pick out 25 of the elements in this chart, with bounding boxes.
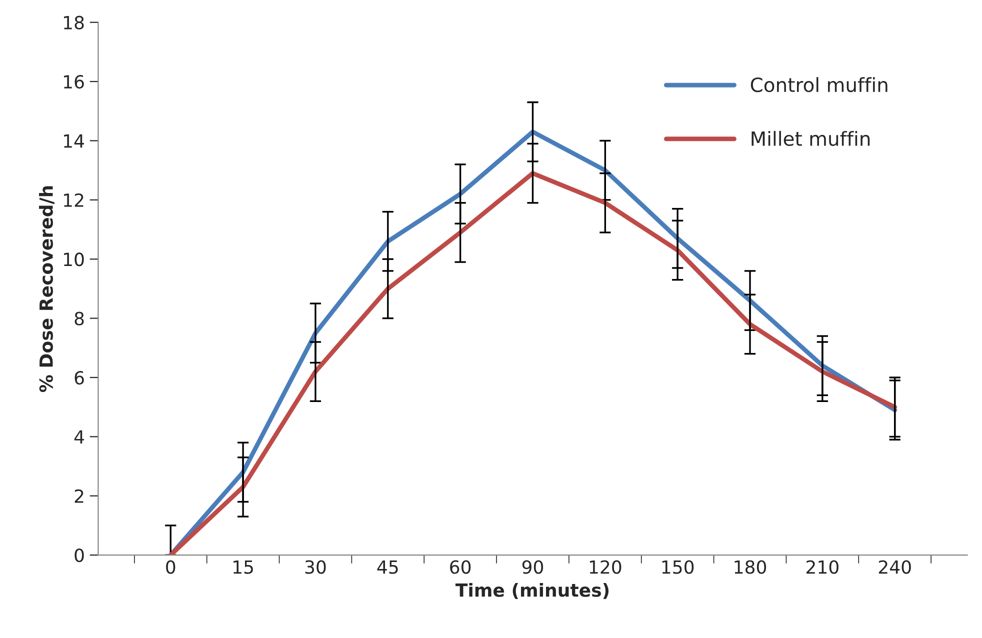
y-tick-label: 4 — [74, 430, 84, 444]
x-tick-label: 0 — [166, 560, 176, 574]
x-tick-label: 150 — [662, 560, 694, 574]
y-tick-label: 12 — [64, 193, 84, 207]
x-axis-title: Time (minutes) — [455, 582, 609, 600]
y-tick-label: 10 — [64, 252, 84, 266]
y-tick-label: 16 — [64, 74, 84, 89]
legend-label: Millet muffin — [752, 130, 870, 146]
x-tick-label: 240 — [878, 560, 911, 574]
x-tick-label: 45 — [377, 560, 398, 574]
x-tick-label: 120 — [590, 560, 622, 574]
y-tick-label: 18 — [64, 16, 84, 30]
x-tick-label: 90 — [522, 560, 544, 574]
x-tick-label: 15 — [234, 560, 253, 574]
y-tick-label: 6 — [74, 370, 84, 385]
y-tick-label: 14 — [64, 134, 84, 148]
legend-label: Control muffin — [750, 77, 888, 92]
y-tick-label: 2 — [74, 489, 84, 503]
x-tick-label: 60 — [450, 560, 471, 574]
x-tick-label: 180 — [734, 560, 766, 574]
y-tick-label: 8 — [74, 312, 84, 326]
y-tick-label: 0 — [74, 548, 84, 562]
x-tick-label: 210 — [806, 560, 838, 574]
y-axis-title: % Dose Recovered/h — [39, 186, 54, 392]
x-tick-label: 30 — [305, 560, 326, 574]
